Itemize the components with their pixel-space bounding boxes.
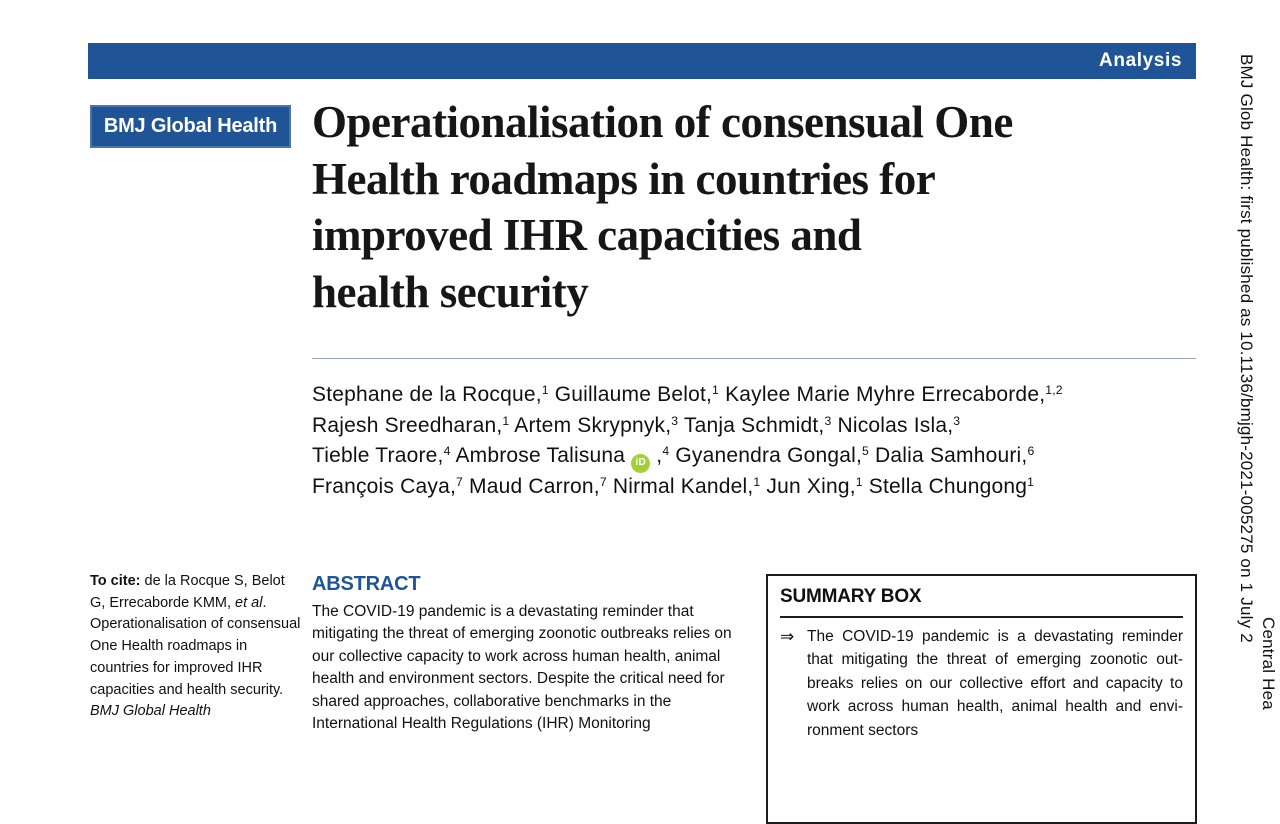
author-line: Rajesh Sreedharan,1 Artem Skrypnyk,3 Tan… xyxy=(312,412,1063,443)
summary-box-text: The COVID-19 pandemic is a devastating r… xyxy=(807,627,1183,739)
text-segment: Nirmal Kandel, xyxy=(606,474,754,498)
text-segment: Guillaume Belot, xyxy=(548,383,713,406)
text-segment: . Operationalisation of consensual One H… xyxy=(90,594,301,698)
text-segment: et al xyxy=(235,594,263,611)
text-segment: Rajesh Sreedharan, xyxy=(312,413,503,437)
article-title-line: Operationalisation of consensual One xyxy=(312,97,1013,147)
text-segment: 3 xyxy=(671,413,679,428)
journal-logo-label: BMJ Global Health xyxy=(103,115,278,137)
text-segment: 1,2 xyxy=(1045,383,1063,398)
text-segment: Tieble Traore, xyxy=(312,444,444,467)
text-segment: Tanja Schmidt, xyxy=(678,413,825,437)
text-segment: 1 xyxy=(541,383,549,398)
text-segment: 1 xyxy=(1027,475,1035,490)
text-segment: 7 xyxy=(456,475,464,490)
text-segment: Stella Chungong xyxy=(862,474,1028,498)
article-title-line: Health roadmaps in countries for xyxy=(312,153,936,204)
summary-box-divider xyxy=(780,616,1183,618)
text-segment: Artem Skrypnyk, xyxy=(509,413,672,437)
text-segment: 1 xyxy=(855,475,863,490)
text-segment: 1 xyxy=(753,475,761,490)
author-list: Stephane de la Rocque,1 Guillaume Belot,… xyxy=(312,381,1063,503)
text-segment: BMJ Global Health xyxy=(90,703,211,720)
text-segment: Maud Carron, xyxy=(463,474,600,498)
citation-note: To cite: de la Rocque S, Belot G, Erreca… xyxy=(90,571,303,723)
text-segment: Kaylee Marie Myhre Errecaborde, xyxy=(719,383,1046,406)
text-segment: Gyanendra Gongal, xyxy=(669,444,863,467)
abstract-heading: ABSTRACT xyxy=(312,573,421,595)
abstract-text: The COVID-19 pandemic is a devastating r… xyxy=(312,603,732,733)
author-line: Tieble Traore,4 Ambrose Talisuna iD ,4 G… xyxy=(312,442,1063,473)
author-line: François Caya,7 Maud Carron,7 Nirmal Kan… xyxy=(312,473,1063,504)
summary-box: SUMMARY BOX ⇒ The COVID-19 pandemic is a… xyxy=(766,574,1197,824)
divider-rule xyxy=(312,358,1196,359)
summary-box-item: ⇒ The COVID-19 pandemic is a devastating… xyxy=(780,625,1183,743)
text-segment: Stephane de la Rocque, xyxy=(312,383,542,406)
article-title-line: improved IHR capacities and xyxy=(312,210,862,260)
category-banner: Analysis xyxy=(88,43,1196,79)
text-segment: 3 xyxy=(953,413,961,428)
text-segment: 5 xyxy=(862,444,870,459)
text-segment: 4 xyxy=(662,444,670,459)
text-segment: Ambrose Talisuna xyxy=(450,444,632,467)
margin-citation-line1: BMJ Glob Health: first published as 10.1… xyxy=(1237,54,1256,643)
text-segment: 7 xyxy=(599,475,607,490)
text-segment: 6 xyxy=(1027,444,1035,459)
text-segment: de la Rocque S, Belot G, Errecaborde KMM… xyxy=(90,573,285,611)
abstract-section: ABSTRACT The COVID-19 pandemic is a deva… xyxy=(312,573,752,735)
orcid-icon: iD xyxy=(631,453,651,473)
author-line: Stephane de la Rocque,1 Guillaume Belot,… xyxy=(312,381,1063,412)
article-title: Operationalisation of consensual One Hea… xyxy=(312,94,1013,320)
text-segment: Nicolas Isla, xyxy=(831,413,954,437)
text-segment: , xyxy=(650,444,663,467)
text-segment: François Caya, xyxy=(312,474,457,498)
margin-citation-line2: Central Hea xyxy=(1259,617,1278,710)
bullet-arrow-icon: ⇒ xyxy=(780,626,795,646)
text-segment: To cite: xyxy=(90,573,145,589)
text-segment: 1 xyxy=(712,383,720,398)
summary-box-heading: SUMMARY BOX xyxy=(780,586,922,607)
article-title-line: health security xyxy=(312,266,589,317)
text-segment: 3 xyxy=(824,413,832,428)
text-segment: 4 xyxy=(443,444,451,459)
category-label: Analysis xyxy=(1099,50,1182,71)
text-segment: 1 xyxy=(502,413,510,428)
journal-logo: BMJ Global Health xyxy=(90,105,291,148)
text-segment: Dalia Samhouri, xyxy=(869,444,1028,467)
text-segment: Jun Xing, xyxy=(760,474,856,498)
